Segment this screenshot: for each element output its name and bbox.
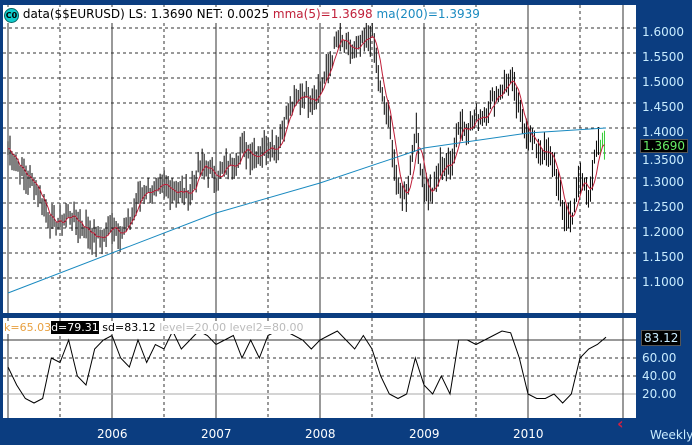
ma200-label: ma(200)=1.3939 [376, 7, 480, 21]
last-price-label: LS: 1.3690 [128, 7, 193, 21]
stochastic-legend: k=65.03d=79.31 sd=83.12 level=20.00 leve… [4, 321, 304, 334]
mma-line [7, 35, 605, 239]
price-tick: 1.2500 [642, 200, 684, 214]
last-price-badge: 1.3690 [640, 139, 688, 153]
series-name: data($$EURUSD) [22, 7, 125, 21]
last-stoch-badge: 83.12 [641, 330, 682, 346]
ma200-line [7, 127, 607, 294]
price-tick: 1.5500 [642, 50, 684, 64]
year-tick: 2010 [513, 427, 544, 441]
period-label[interactable]: Weekly [650, 428, 692, 442]
price-tick: 1.4000 [642, 125, 684, 139]
stoch-tick: 40.00 [642, 369, 677, 383]
price-tick: 1.1000 [642, 275, 684, 289]
price-tick: 1.4500 [642, 100, 684, 114]
scroll-left-chevron-icon[interactable]: ‹ [617, 414, 624, 433]
chart-c0-icon[interactable]: C0 [4, 8, 19, 23]
price-tick: 1.6000 [642, 25, 684, 39]
level-label: level=20.00 [159, 321, 227, 334]
d-label: d=79.31 [51, 321, 99, 334]
year-tick: 2008 [305, 427, 336, 441]
price-tick: 1.1500 [642, 250, 684, 264]
price-legend: C0 data($$EURUSD) LS: 1.3690 NET: 0.0025… [4, 7, 480, 23]
year-tick: 2009 [409, 427, 440, 441]
price-plot [3, 5, 636, 313]
stoch-tick: 20.00 [642, 387, 677, 401]
stochastic-plot [3, 318, 636, 418]
level2-label: level2=80.00 [229, 321, 304, 334]
stochastic-chart[interactable] [3, 318, 636, 418]
year-tick: 2006 [97, 427, 128, 441]
year-tick: 2007 [201, 427, 232, 441]
price-tick: 1.3000 [642, 175, 684, 189]
mma-label: mma(5)=1.3698 [272, 7, 373, 21]
k-label: k=65.03 [4, 321, 52, 334]
price-tick: 1.5000 [642, 75, 684, 89]
price-tick: 1.2000 [642, 225, 684, 239]
sd-label: sd=83.12 [102, 321, 156, 334]
stoch-tick: 60.00 [642, 351, 677, 365]
price-tick: 1.3500 [642, 153, 684, 167]
stoch-d-line [7, 329, 607, 404]
price-chart[interactable] [3, 5, 636, 313]
net-change-label: NET: 0.0025 [196, 7, 270, 21]
